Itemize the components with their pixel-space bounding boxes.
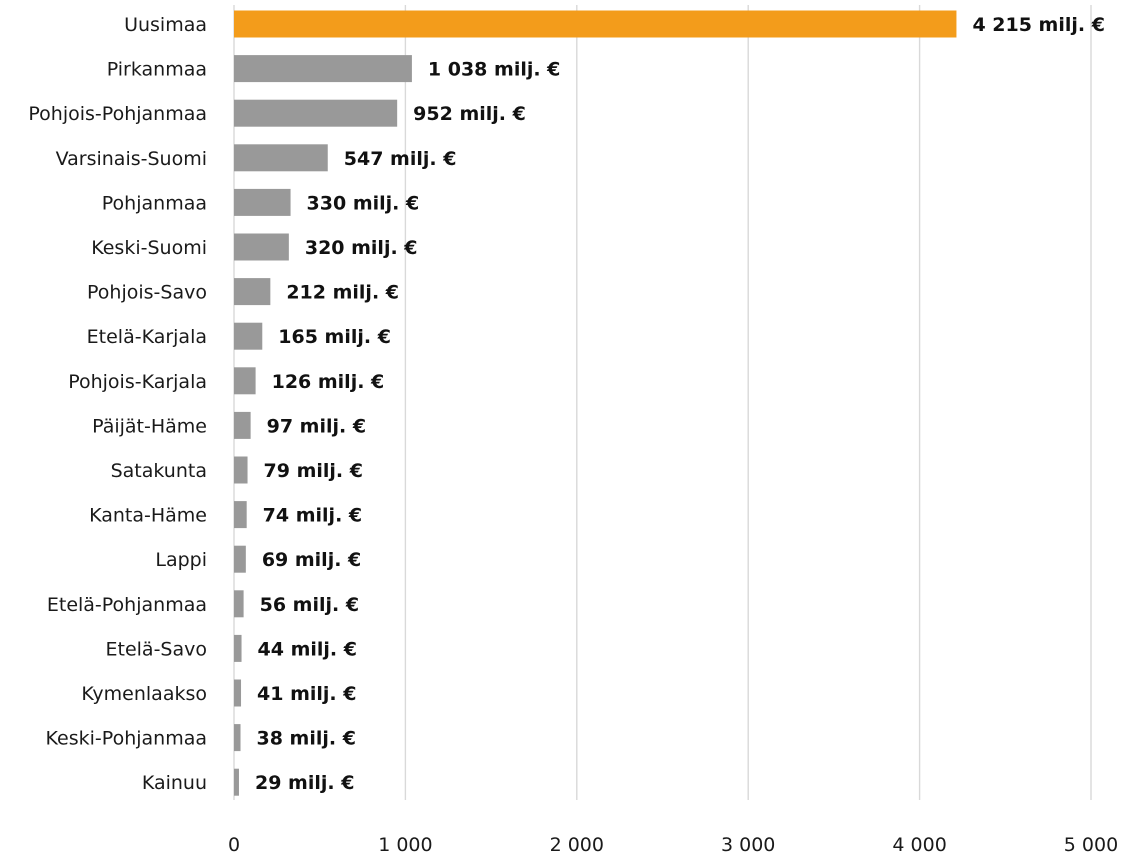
bar [234,10,957,38]
value-label: 4 215 milj. € [972,14,1104,36]
bar [234,144,328,172]
value-label: 97 milj. € [267,415,366,437]
value-label: 56 milj. € [260,594,359,616]
category-label: Etelä-Savo [106,638,208,660]
value-label: 320 milj. € [305,237,418,259]
value-label: 79 milj. € [264,460,363,482]
x-axis-tick-labels: 0 1 000 2 000 3 000 4 000 5 000 [228,834,1118,854]
category-label: Pohjois-Karjala [68,371,207,393]
category-labels: Uusimaa Pirkanmaa Pohjois-Pohjanmaa Varsina… [28,14,207,794]
bar [234,278,271,306]
bar [234,99,398,127]
category-label: Pohjanmaa [102,192,207,214]
category-label: Päijät-Häme [92,415,207,437]
category-label: Uusimaa [124,14,207,36]
value-labels: 4 215 milj. € 1 038 milj. € 952 milj. € 547… [255,14,1105,794]
category-label: Kymenlaakso [81,683,207,705]
bar [234,634,242,662]
category-label: Satakunta [111,460,207,482]
bar [234,590,244,618]
bar [234,768,239,796]
category-label: Varsinais-Suomi [56,148,207,170]
value-label: 29 milj. € [255,772,354,794]
category-label: Keski-Suomi [91,237,207,259]
category-label: Pohjois-Savo [87,282,207,304]
value-label: 952 milj. € [413,103,526,125]
value-label: 1 038 milj. € [428,59,561,81]
value-label: 547 milj. € [344,148,457,170]
bar [234,322,263,350]
bar [234,367,256,395]
bar [234,55,412,83]
value-label: 41 milj. € [257,683,356,705]
value-label: 126 milj. € [272,371,385,393]
category-label: Etelä-Pohjanmaa [47,594,207,616]
category-label: Pirkanmaa [107,59,207,81]
category-label: Pohjois-Pohjanmaa [28,103,207,125]
x-tick-label: 0 [228,834,240,854]
bar [234,679,242,707]
value-label: 44 milj. € [258,638,357,660]
bar [234,411,251,439]
x-tick-label: 1 000 [378,834,432,854]
bar [234,501,247,529]
value-label: 38 milj. € [257,728,356,750]
category-label: Keski-Pohjanmaa [46,728,207,750]
value-label: 69 milj. € [262,549,361,571]
x-tick-label: 4 000 [892,834,946,854]
value-label: 212 milj. € [286,282,399,304]
bar [234,456,248,484]
category-label: Lappi [155,549,207,571]
bar [234,188,291,216]
bars [234,10,957,796]
value-label: 165 milj. € [278,326,391,348]
bar [234,545,246,573]
value-label: 330 milj. € [307,192,420,214]
bar [234,724,241,752]
category-label: Etelä-Karjala [87,326,207,348]
category-label: Kanta-Häme [89,505,207,527]
x-tick-label: 2 000 [550,834,604,854]
category-label: Kainuu [142,772,207,794]
grid-lines [233,5,1092,800]
x-tick-label: 3 000 [721,834,775,854]
bar [234,233,289,261]
x-tick-label: 5 000 [1064,834,1118,854]
value-label: 74 milj. € [263,505,362,527]
